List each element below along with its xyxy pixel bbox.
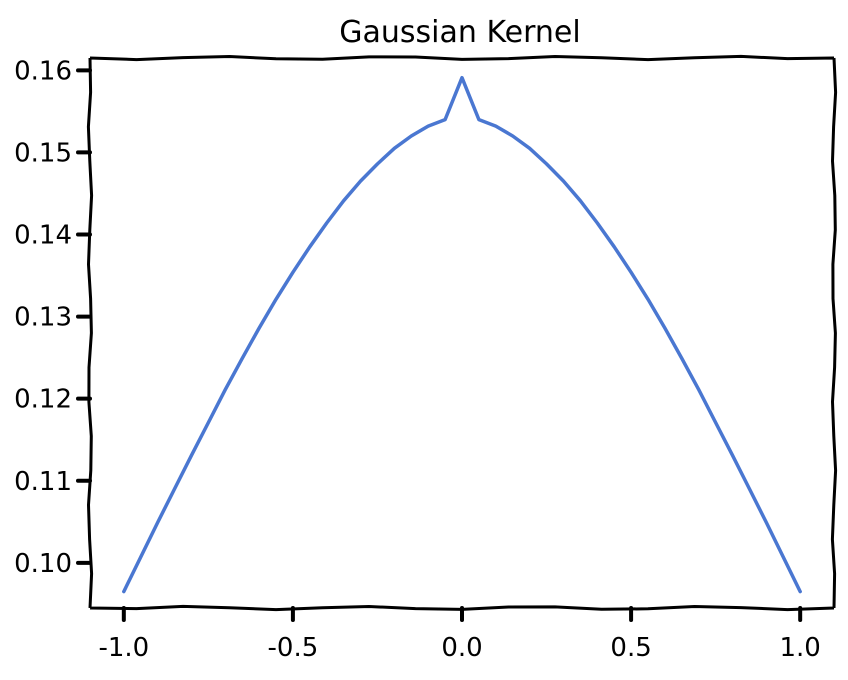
- x-axis: -1.0 -0.5 0.0 0.5 1.0: [98, 606, 821, 663]
- chart-title: Gaussian Kernel: [339, 15, 580, 50]
- plot-frame: [86, 54, 838, 612]
- x-tick-label: -1.0: [98, 633, 149, 663]
- y-tick-label: 0.11: [14, 467, 72, 497]
- y-tick-label: 0.10: [14, 549, 72, 579]
- series-line: [122, 75, 802, 594]
- y-tick-label: 0.15: [14, 138, 72, 168]
- y-tick-label: 0.16: [14, 56, 72, 86]
- y-tick-label: 0.14: [14, 220, 72, 250]
- y-tick-label: 0.12: [14, 385, 72, 415]
- y-tick-label: 0.13: [14, 303, 72, 333]
- series-layer: [122, 75, 802, 594]
- x-tick-label: 0.0: [441, 633, 482, 663]
- x-tick-label: 0.5: [610, 633, 651, 663]
- x-tick-label: 1.0: [780, 633, 821, 663]
- y-axis: 0.10 0.11 0.12 0.13 0.14 0.15 0.16: [14, 56, 92, 579]
- x-tick-label: -0.5: [268, 633, 319, 663]
